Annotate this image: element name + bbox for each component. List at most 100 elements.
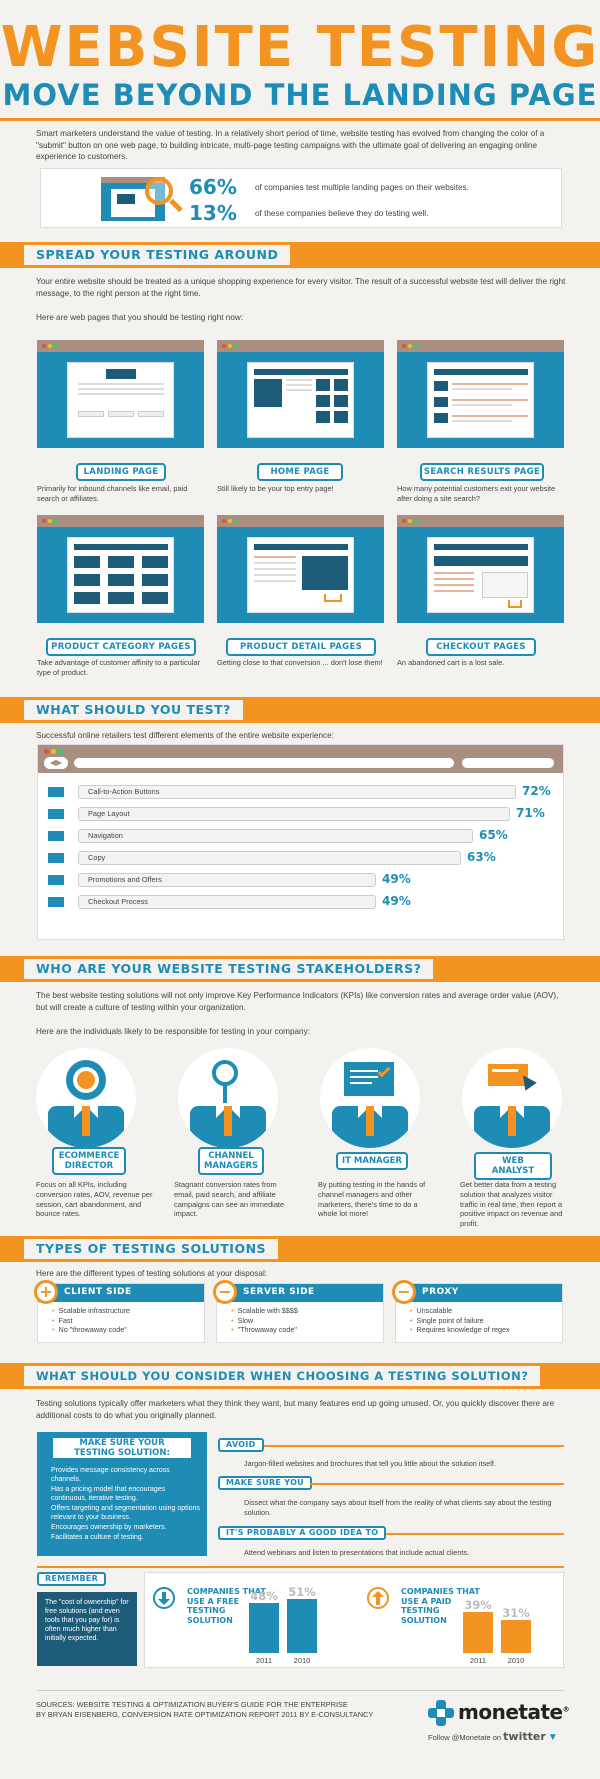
test-bar xyxy=(78,873,376,887)
tip-tag-good-idea: IT'S PROBABLY A GOOD IDEA TO xyxy=(218,1526,387,1540)
test-bar-value: 49% xyxy=(382,872,411,886)
test-bar xyxy=(78,829,473,843)
page-label-search: SEARCH RESULTS PAGE xyxy=(420,463,544,481)
test-bar xyxy=(78,807,510,821)
remember-tag: REMEMBER xyxy=(37,1572,107,1586)
magnifier-icon xyxy=(212,1060,238,1086)
test-bar-value: 63% xyxy=(467,850,496,864)
cursor-icon xyxy=(46,784,68,800)
section-heading: WHAT SHOULD YOU CONSIDER WHEN CHOOSING A… xyxy=(24,1366,541,1386)
cost-bar-value: 48% xyxy=(250,1589,278,1603)
magnifier-icon xyxy=(145,177,173,205)
role-web-analyst: WEB ANALYST xyxy=(474,1152,552,1180)
intro-stats-card: 66% of companies test multiple landing p… xyxy=(40,168,562,228)
stakeholders-text: The best website testing solutions will … xyxy=(36,991,559,1012)
home-page-illustration xyxy=(217,340,384,448)
test-bar xyxy=(78,785,516,799)
solution-client-side: +CLIENT SIDE Scalable infrastructure Fas… xyxy=(34,1280,205,1343)
types-text: Here are the different types of testing … xyxy=(36,1269,268,1278)
section-banner-spread: SPREAD YOUR TESTING AROUND xyxy=(0,242,600,268)
checklist-items: Provides message consistency across chan… xyxy=(51,1467,200,1541)
cost-bar xyxy=(287,1599,317,1653)
detail-page-illustration xyxy=(217,515,384,623)
stat-value-1: 66% xyxy=(189,175,237,199)
page-caption-landing: Primarily for inbound channels like emai… xyxy=(37,484,188,503)
page-label-home: HOME PAGE xyxy=(257,463,343,481)
page-subtitle: MOVE BEYOND THE LANDING PAGE xyxy=(2,78,598,112)
test-bar-value: 71% xyxy=(516,806,545,820)
monetate-logo-icon xyxy=(428,1700,454,1726)
cost-bar xyxy=(249,1603,279,1653)
role-text-web-analyst: Get better data from a testing solution … xyxy=(460,1180,563,1229)
cost-bar-value: 51% xyxy=(288,1585,316,1599)
follow-link[interactable]: Follow @Monetate on twitter ▼ xyxy=(428,1730,558,1743)
stat-label-2: of these companies believe they do testi… xyxy=(255,209,429,218)
category-page-illustration xyxy=(37,515,204,623)
section-banner-consider: WHAT SHOULD YOU CONSIDER WHEN CHOOSING A… xyxy=(0,1363,600,1389)
minus-icon: − xyxy=(392,1280,416,1304)
checkout-page-illustration xyxy=(397,515,564,623)
section-heading: WHO ARE YOUR WEBSITE TESTING STAKEHOLDER… xyxy=(24,959,434,979)
landing-page-illustration xyxy=(37,340,204,448)
stat-label-1: of companies test multiple landing pages… xyxy=(255,183,469,192)
checklist-title: MAKE SURE YOUR TESTING SOLUTION: xyxy=(51,1436,193,1460)
page-caption-home: Still likely to be your top entry page! xyxy=(217,484,334,493)
remember-box: The "cost of ownership" for free solutio… xyxy=(37,1592,137,1666)
test-bar-value: 65% xyxy=(479,828,508,842)
section-heading: TYPES OF TESTING SOLUTIONS xyxy=(24,1239,279,1259)
cost-bar-year: 2010 xyxy=(293,1656,311,1665)
tag-icon xyxy=(46,872,68,888)
search-results-illustration xyxy=(397,340,564,448)
section-banner-types: TYPES OF TESTING SOLUTIONS xyxy=(0,1236,600,1262)
plus-icon: + xyxy=(34,1280,58,1304)
paid-chart-title: COMPANIES THAT USE A PAID TESTING SOLUTI… xyxy=(401,1587,480,1625)
cost-bar xyxy=(463,1612,493,1653)
stat-value-2: 13% xyxy=(189,201,237,225)
tip-text-good-idea: Attend webinars and listen to presentati… xyxy=(244,1548,470,1557)
role-ecommerce-director: ECOMMERCE DIRECTOR xyxy=(52,1147,126,1175)
header-rule xyxy=(0,118,600,121)
cart-icon xyxy=(46,894,68,910)
solution-server-side: −SERVER SIDE Scalable with $$$$ Slow "Th… xyxy=(213,1280,384,1343)
cost-bar-value: 31% xyxy=(502,1606,530,1620)
cost-bar-year: 2010 xyxy=(507,1656,525,1665)
test-bar xyxy=(78,851,461,865)
down-arrow-icon xyxy=(153,1587,175,1609)
consider-text: Testing solutions typically offer market… xyxy=(36,1399,555,1420)
spread-text: Your entire website should be treated as… xyxy=(36,277,566,298)
brand-name: monetate® xyxy=(458,1700,570,1724)
target-icon xyxy=(66,1060,106,1100)
section-banner-whattest: WHAT SHOULD YOU TEST? xyxy=(0,697,600,723)
sources: SOURCES: WEBSITE TESTING & OPTIMIZATION … xyxy=(36,1700,374,1719)
layout-icon xyxy=(46,806,68,822)
intro-text: Smart marketers understand the value of … xyxy=(36,129,545,161)
section-banner-stakeholders: WHO ARE YOUR WEBSITE TESTING STAKEHOLDER… xyxy=(0,956,600,982)
page-caption-checkout: An abandoned cart is a lost sale. xyxy=(397,658,505,667)
test-bar-label: Call-to-Action Buttons xyxy=(88,787,160,796)
web-analyst-illustration xyxy=(462,1048,562,1148)
spread-intro: Here are web pages that you should be te… xyxy=(36,313,244,322)
test-bar-label: Page Layout xyxy=(88,809,130,818)
test-bar-label: Navigation xyxy=(88,831,123,840)
bird-icon: ▼ xyxy=(547,1732,558,1743)
up-arrow-icon xyxy=(367,1587,389,1609)
role-text-channel-managers: Stagnant conversion rates from email, pa… xyxy=(174,1180,285,1219)
search-bar xyxy=(462,758,554,768)
role-text-it-manager: By putting testing in the hands of chann… xyxy=(318,1180,426,1219)
page-caption-category: Take advantage of customer affinity to a… xyxy=(37,658,200,677)
section-heading: SPREAD YOUR TESTING AROUND xyxy=(24,245,291,265)
stakeholders-intro: Here are the individuals likely to be re… xyxy=(36,1027,310,1036)
test-bar-value: 72% xyxy=(522,784,551,798)
window-toolbar: ◀▶ xyxy=(38,745,563,773)
test-bar-label: Copy xyxy=(88,853,106,862)
role-channel-managers: CHANNEL MANAGERS xyxy=(198,1147,264,1175)
section-heading: WHAT SHOULD YOU TEST? xyxy=(24,700,243,720)
checklist-box: MAKE SURE YOUR TESTING SOLUTION: Provide… xyxy=(37,1432,207,1556)
test-bar-label: Promotions and Offers xyxy=(88,875,162,884)
tip-text-make-sure: Dissect what the company says about itse… xyxy=(244,1498,552,1517)
cursor-icon xyxy=(488,1064,528,1086)
cost-bar xyxy=(501,1620,531,1653)
minus-icon: − xyxy=(213,1280,237,1304)
navigation-icon xyxy=(46,828,68,844)
